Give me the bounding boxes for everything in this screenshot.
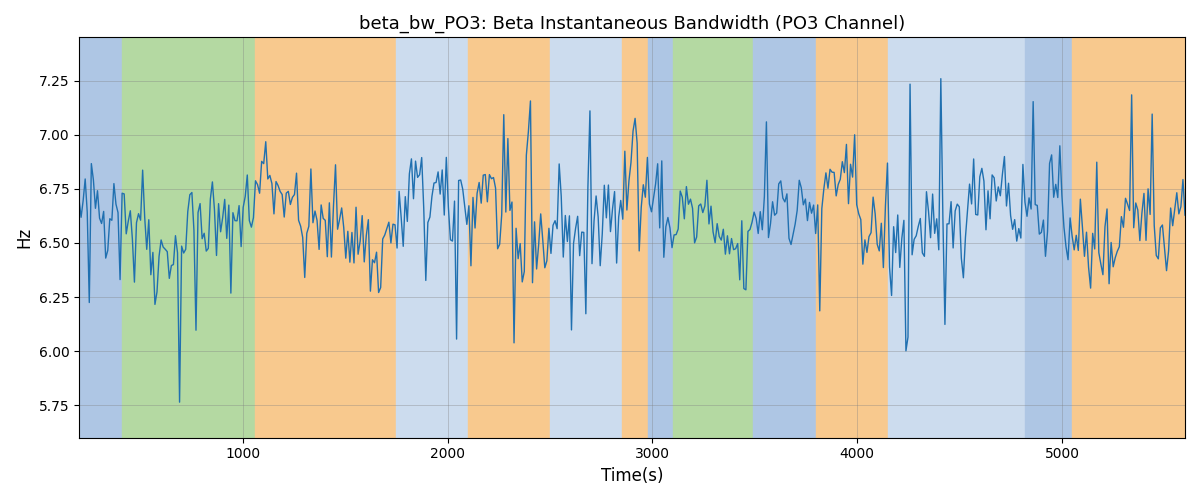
Bar bbox=[550, 38, 622, 438]
X-axis label: Time(s): Time(s) bbox=[601, 467, 664, 485]
Bar bbox=[79, 38, 122, 438]
Bar bbox=[396, 38, 468, 438]
Bar bbox=[648, 38, 673, 438]
Bar bbox=[816, 38, 888, 438]
Bar bbox=[888, 38, 1025, 438]
Bar bbox=[1025, 38, 1073, 438]
Bar bbox=[122, 38, 256, 438]
Bar bbox=[468, 38, 550, 438]
Bar bbox=[1073, 38, 1186, 438]
Y-axis label: Hz: Hz bbox=[14, 227, 32, 248]
Bar bbox=[752, 38, 816, 438]
Bar bbox=[256, 38, 396, 438]
Bar bbox=[673, 38, 752, 438]
Bar bbox=[622, 38, 648, 438]
Title: beta_bw_PO3: Beta Instantaneous Bandwidth (PO3 Channel): beta_bw_PO3: Beta Instantaneous Bandwidt… bbox=[359, 15, 905, 34]
